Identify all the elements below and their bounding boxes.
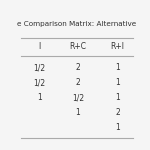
- Text: 1: 1: [115, 63, 120, 72]
- Text: 1: 1: [37, 93, 42, 102]
- Text: 2: 2: [115, 108, 120, 117]
- Text: 2: 2: [76, 78, 80, 87]
- Text: R+C: R+C: [70, 42, 87, 51]
- Text: R+I: R+I: [111, 42, 124, 51]
- Text: 1: 1: [115, 93, 120, 102]
- Text: 1/2: 1/2: [34, 78, 46, 87]
- Text: 1: 1: [115, 123, 120, 132]
- Text: 2: 2: [76, 63, 80, 72]
- Text: e Comparison Matrix: Alternative: e Comparison Matrix: Alternative: [17, 21, 136, 27]
- Text: 1: 1: [115, 78, 120, 87]
- Text: I: I: [39, 42, 41, 51]
- Text: 1/2: 1/2: [72, 93, 84, 102]
- Text: 1/2: 1/2: [34, 63, 46, 72]
- Text: 1: 1: [76, 108, 80, 117]
